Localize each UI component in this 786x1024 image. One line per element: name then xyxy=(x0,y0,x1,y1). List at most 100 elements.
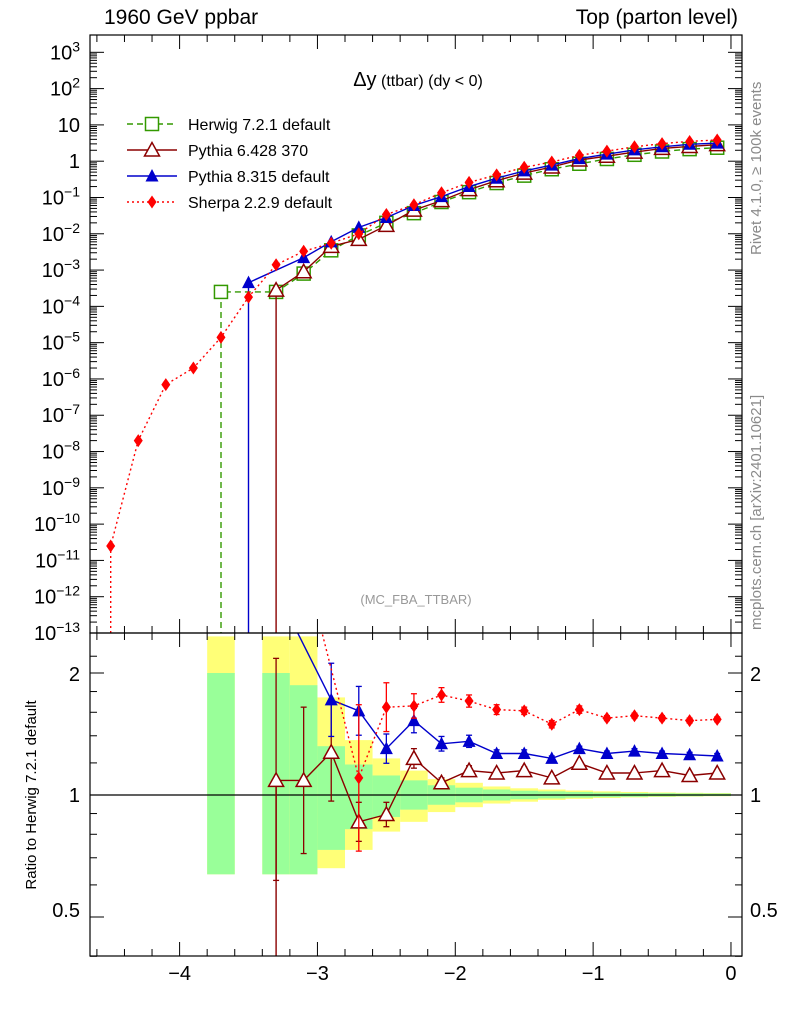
ratio-point-pythia6 xyxy=(405,749,423,766)
ratio-point-pythia6 xyxy=(460,761,478,778)
ratio-point-pythia8 xyxy=(490,746,504,760)
ratio-point-sherpa xyxy=(574,703,584,717)
data-point-sherpa xyxy=(685,134,695,148)
y-tick-label: 1 xyxy=(69,151,80,173)
data-point-sherpa xyxy=(354,227,364,241)
ratio-point-pythia8 xyxy=(572,741,586,755)
data-point-sherpa xyxy=(188,361,198,375)
ratio-point-pythia8 xyxy=(379,741,393,755)
ratio-point-pythia8 xyxy=(627,744,641,757)
legend: Herwig 7.2.1 default Pythia 6.428 370 Pyth… xyxy=(127,116,333,212)
data-point-sherpa xyxy=(216,330,226,344)
legend-label-sherpa: Sherpa 2.2.9 default xyxy=(188,195,333,212)
y-tick-label: 10−3 xyxy=(42,256,80,282)
ratio-line-sherpa xyxy=(321,633,718,781)
y-tick-label: 10−13 xyxy=(34,619,80,645)
legend-marker-pythia6 xyxy=(143,140,161,157)
x-tick-label: −2 xyxy=(444,963,467,985)
axes-frame: −4 −3 −2 −1 010−1310−1210−1110−1010−910−810−… xyxy=(34,34,778,985)
ratio-point-pythia8 xyxy=(600,746,614,760)
data-point-sherpa xyxy=(161,378,171,392)
ratio-point-pythia6 xyxy=(598,763,616,780)
y-tick-label: 103 xyxy=(50,38,80,64)
data-point-sherpa xyxy=(464,175,474,189)
legend-label-pythia6: Pythia 6.428 370 xyxy=(188,143,308,160)
ratio-plot-series xyxy=(90,633,742,956)
ratio-point-sherpa xyxy=(381,700,391,714)
x-tick-label: 0 xyxy=(725,963,736,985)
y-tick-label: 10−7 xyxy=(42,401,80,427)
ratio-point-pythia6 xyxy=(515,761,533,778)
ratio-point-sherpa xyxy=(602,711,612,725)
ratio-point-sherpa xyxy=(437,688,447,702)
y-tick-label: 10−2 xyxy=(42,220,80,246)
legend-marker-pythia8 xyxy=(145,169,159,182)
data-point-sherpa xyxy=(519,160,529,174)
y-tick-label: 10−11 xyxy=(35,546,80,572)
data-point-pythia8 xyxy=(352,220,366,233)
ratio-y-tick-label: 0.5 xyxy=(52,900,80,922)
data-point-sherpa xyxy=(492,168,502,182)
x-tick-label: −3 xyxy=(306,963,329,985)
series-line-herwig xyxy=(220,147,718,633)
series-line-sherpa xyxy=(110,139,718,633)
data-point-pythia6 xyxy=(267,281,285,297)
ratio-point-pythia8 xyxy=(324,692,338,706)
ratio-point-pythia6 xyxy=(543,768,561,785)
ratio-point-sherpa xyxy=(685,714,695,728)
data-point-sherpa xyxy=(106,539,116,553)
data-point-sherpa xyxy=(133,434,143,448)
main-plot-series xyxy=(106,133,726,633)
legend-marker-sherpa xyxy=(147,195,157,209)
y-tick-label: 10−9 xyxy=(42,474,80,500)
ratio-point-sherpa xyxy=(629,709,639,723)
data-point-sherpa xyxy=(547,155,557,169)
data-point-sherpa xyxy=(326,236,336,250)
chart-labels: Δy (ttbar) (dy < 0) (MC_FBA_TTBAR) Ratio… xyxy=(23,69,483,890)
ratio-point-pythia8 xyxy=(655,746,669,760)
ratio-point-sherpa xyxy=(547,717,557,731)
ratio-point-pythia6 xyxy=(625,763,644,780)
header-process-label: Top (parton level) xyxy=(575,6,738,29)
ratio-point-pythia8 xyxy=(517,746,531,760)
data-point-sherpa xyxy=(574,148,584,162)
series-line-pythia6 xyxy=(275,144,718,633)
ratio-point-pythia8 xyxy=(462,734,476,747)
y-tick-label: 102 xyxy=(50,75,80,101)
y-tick-label: 10−4 xyxy=(42,292,80,318)
y-tick-label: 10−12 xyxy=(34,583,80,609)
y-tick-label: 10−6 xyxy=(42,365,80,391)
ratio-point-sherpa xyxy=(464,694,474,708)
x-tick-label: −4 xyxy=(168,963,191,985)
ratio-point-pythia6 xyxy=(487,763,506,780)
ratio-point-pythia6 xyxy=(377,805,396,822)
ratio-point-pythia8 xyxy=(545,751,559,764)
ratio-y-tick-label: 1 xyxy=(69,785,80,807)
y-tick-label: 10−5 xyxy=(42,329,80,355)
y-tick-label: 10 xyxy=(58,115,80,137)
data-point-sherpa xyxy=(602,144,612,158)
band-inner-bin xyxy=(207,673,235,875)
legend-label-pythia8: Pythia 8.315 default xyxy=(188,169,330,186)
legend-label-herwig: Herwig 7.2.1 default xyxy=(188,117,331,134)
data-point-sherpa xyxy=(381,207,391,221)
ratio-point-sherpa xyxy=(712,712,722,726)
data-point-sherpa xyxy=(712,133,722,147)
ratio-point-pythia6 xyxy=(680,766,699,783)
ratio-y-tick-label-right: 1 xyxy=(750,785,761,807)
y-tick-label: 10−8 xyxy=(42,438,80,464)
ratio-point-pythia6 xyxy=(708,763,726,780)
ratio-point-sherpa xyxy=(354,771,364,785)
data-point-sherpa xyxy=(657,137,667,151)
y-tick-label: 10−1 xyxy=(42,183,80,209)
ratio-point-pythia6 xyxy=(653,761,671,778)
legend-marker-herwig xyxy=(144,116,160,132)
data-point-pythia6 xyxy=(377,216,396,233)
ratio-point-sherpa xyxy=(519,704,529,718)
ratio-point-sherpa xyxy=(657,711,667,725)
data-point-pythia6 xyxy=(294,262,313,279)
ratio-point-pythia6 xyxy=(570,754,589,771)
ratio-y-axis-label: Ratio to Herwig 7.2.1 default xyxy=(23,700,40,890)
chart-title: Δy (ttbar) (dy < 0) xyxy=(353,69,483,91)
